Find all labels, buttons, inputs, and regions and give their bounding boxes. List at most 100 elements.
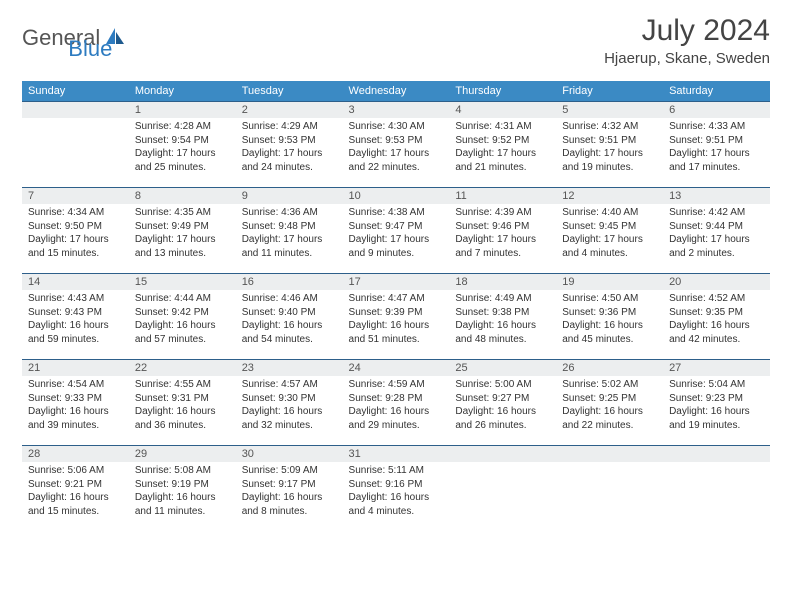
day-details: Sunrise: 4:29 AMSunset: 9:53 PMDaylight:… xyxy=(236,118,343,178)
header: General Blue July 2024 Hjaerup, Skane, S… xyxy=(22,14,770,67)
calendar-day-cell xyxy=(449,445,556,531)
calendar-day-cell: 14Sunrise: 4:43 AMSunset: 9:43 PMDayligh… xyxy=(22,273,129,359)
weekday-header: Wednesday xyxy=(343,81,450,101)
calendar-day-cell: 4Sunrise: 4:31 AMSunset: 9:52 PMDaylight… xyxy=(449,101,556,187)
logo-text-blue: Blue xyxy=(68,36,112,62)
day-details: Sunrise: 4:49 AMSunset: 9:38 PMDaylight:… xyxy=(449,290,556,350)
calendar-day-cell: 12Sunrise: 4:40 AMSunset: 9:45 PMDayligh… xyxy=(556,187,663,273)
weekday-header: Sunday xyxy=(22,81,129,101)
day-number: 21 xyxy=(22,359,129,376)
day-number: 3 xyxy=(343,101,450,118)
day-details: Sunrise: 4:32 AMSunset: 9:51 PMDaylight:… xyxy=(556,118,663,178)
weekday-header: Friday xyxy=(556,81,663,101)
calendar-day-cell: 8Sunrise: 4:35 AMSunset: 9:49 PMDaylight… xyxy=(129,187,236,273)
day-details: Sunrise: 5:09 AMSunset: 9:17 PMDaylight:… xyxy=(236,462,343,522)
calendar-day-cell: 7Sunrise: 4:34 AMSunset: 9:50 PMDaylight… xyxy=(22,187,129,273)
day-number: 28 xyxy=(22,445,129,462)
day-details: Sunrise: 4:35 AMSunset: 9:49 PMDaylight:… xyxy=(129,204,236,264)
calendar-week-row: 7Sunrise: 4:34 AMSunset: 9:50 PMDaylight… xyxy=(22,187,770,273)
day-details: Sunrise: 4:38 AMSunset: 9:47 PMDaylight:… xyxy=(343,204,450,264)
day-details: Sunrise: 5:11 AMSunset: 9:16 PMDaylight:… xyxy=(343,462,450,522)
calendar-day-cell xyxy=(22,101,129,187)
calendar-week-row: 21Sunrise: 4:54 AMSunset: 9:33 PMDayligh… xyxy=(22,359,770,445)
day-details: Sunrise: 4:40 AMSunset: 9:45 PMDaylight:… xyxy=(556,204,663,264)
day-details: Sunrise: 4:50 AMSunset: 9:36 PMDaylight:… xyxy=(556,290,663,350)
day-details xyxy=(22,118,129,124)
calendar-day-cell: 19Sunrise: 4:50 AMSunset: 9:36 PMDayligh… xyxy=(556,273,663,359)
calendar-week-row: 28Sunrise: 5:06 AMSunset: 9:21 PMDayligh… xyxy=(22,445,770,531)
calendar-day-cell xyxy=(663,445,770,531)
day-number: 13 xyxy=(663,187,770,204)
day-number: 17 xyxy=(343,273,450,290)
day-details: Sunrise: 4:30 AMSunset: 9:53 PMDaylight:… xyxy=(343,118,450,178)
calendar-day-cell: 3Sunrise: 4:30 AMSunset: 9:53 PMDaylight… xyxy=(343,101,450,187)
calendar-week-row: 14Sunrise: 4:43 AMSunset: 9:43 PMDayligh… xyxy=(22,273,770,359)
day-number: 1 xyxy=(129,101,236,118)
title-block: July 2024 Hjaerup, Skane, Sweden xyxy=(604,14,770,67)
calendar-day-cell: 27Sunrise: 5:04 AMSunset: 9:23 PMDayligh… xyxy=(663,359,770,445)
day-number: 31 xyxy=(343,445,450,462)
calendar-day-cell: 15Sunrise: 4:44 AMSunset: 9:42 PMDayligh… xyxy=(129,273,236,359)
calendar-day-cell: 29Sunrise: 5:08 AMSunset: 9:19 PMDayligh… xyxy=(129,445,236,531)
day-details: Sunrise: 4:44 AMSunset: 9:42 PMDaylight:… xyxy=(129,290,236,350)
calendar-day-cell: 25Sunrise: 5:00 AMSunset: 9:27 PMDayligh… xyxy=(449,359,556,445)
day-number: 29 xyxy=(129,445,236,462)
day-details: Sunrise: 4:59 AMSunset: 9:28 PMDaylight:… xyxy=(343,376,450,436)
day-number: 20 xyxy=(663,273,770,290)
day-details: Sunrise: 4:34 AMSunset: 9:50 PMDaylight:… xyxy=(22,204,129,264)
calendar-day-cell: 2Sunrise: 4:29 AMSunset: 9:53 PMDaylight… xyxy=(236,101,343,187)
day-details: Sunrise: 4:36 AMSunset: 9:48 PMDaylight:… xyxy=(236,204,343,264)
day-details: Sunrise: 4:43 AMSunset: 9:43 PMDaylight:… xyxy=(22,290,129,350)
calendar-day-cell: 18Sunrise: 4:49 AMSunset: 9:38 PMDayligh… xyxy=(449,273,556,359)
weekday-header: Saturday xyxy=(663,81,770,101)
location: Hjaerup, Skane, Sweden xyxy=(604,50,770,67)
weekday-header: Tuesday xyxy=(236,81,343,101)
day-number: 11 xyxy=(449,187,556,204)
calendar-day-cell: 30Sunrise: 5:09 AMSunset: 9:17 PMDayligh… xyxy=(236,445,343,531)
day-details: Sunrise: 5:00 AMSunset: 9:27 PMDaylight:… xyxy=(449,376,556,436)
calendar-day-cell: 21Sunrise: 4:54 AMSunset: 9:33 PMDayligh… xyxy=(22,359,129,445)
day-number: 9 xyxy=(236,187,343,204)
day-number: 14 xyxy=(22,273,129,290)
day-number xyxy=(449,445,556,462)
day-details: Sunrise: 4:31 AMSunset: 9:52 PMDaylight:… xyxy=(449,118,556,178)
calendar-day-cell: 16Sunrise: 4:46 AMSunset: 9:40 PMDayligh… xyxy=(236,273,343,359)
day-details: Sunrise: 4:57 AMSunset: 9:30 PMDaylight:… xyxy=(236,376,343,436)
day-details: Sunrise: 5:08 AMSunset: 9:19 PMDaylight:… xyxy=(129,462,236,522)
calendar-day-cell: 23Sunrise: 4:57 AMSunset: 9:30 PMDayligh… xyxy=(236,359,343,445)
calendar-day-cell: 17Sunrise: 4:47 AMSunset: 9:39 PMDayligh… xyxy=(343,273,450,359)
weekday-header-row: Sunday Monday Tuesday Wednesday Thursday… xyxy=(22,81,770,101)
day-details: Sunrise: 4:47 AMSunset: 9:39 PMDaylight:… xyxy=(343,290,450,350)
day-details: Sunrise: 4:28 AMSunset: 9:54 PMDaylight:… xyxy=(129,118,236,178)
day-details: Sunrise: 4:33 AMSunset: 9:51 PMDaylight:… xyxy=(663,118,770,178)
day-number: 12 xyxy=(556,187,663,204)
calendar-day-cell: 24Sunrise: 4:59 AMSunset: 9:28 PMDayligh… xyxy=(343,359,450,445)
day-details: Sunrise: 4:54 AMSunset: 9:33 PMDaylight:… xyxy=(22,376,129,436)
day-number: 23 xyxy=(236,359,343,376)
day-details: Sunrise: 5:06 AMSunset: 9:21 PMDaylight:… xyxy=(22,462,129,522)
day-number: 25 xyxy=(449,359,556,376)
month-title: July 2024 xyxy=(604,14,770,48)
calendar-day-cell: 31Sunrise: 5:11 AMSunset: 9:16 PMDayligh… xyxy=(343,445,450,531)
day-number: 22 xyxy=(129,359,236,376)
calendar-week-row: 1Sunrise: 4:28 AMSunset: 9:54 PMDaylight… xyxy=(22,101,770,187)
day-details: Sunrise: 4:55 AMSunset: 9:31 PMDaylight:… xyxy=(129,376,236,436)
day-details: Sunrise: 4:39 AMSunset: 9:46 PMDaylight:… xyxy=(449,204,556,264)
day-number xyxy=(663,445,770,462)
day-number: 27 xyxy=(663,359,770,376)
day-details: Sunrise: 5:02 AMSunset: 9:25 PMDaylight:… xyxy=(556,376,663,436)
calendar-day-cell: 22Sunrise: 4:55 AMSunset: 9:31 PMDayligh… xyxy=(129,359,236,445)
day-details xyxy=(663,462,770,468)
calendar-table: Sunday Monday Tuesday Wednesday Thursday… xyxy=(22,81,770,531)
day-number: 19 xyxy=(556,273,663,290)
calendar-day-cell: 26Sunrise: 5:02 AMSunset: 9:25 PMDayligh… xyxy=(556,359,663,445)
day-details xyxy=(556,462,663,468)
day-details: Sunrise: 4:46 AMSunset: 9:40 PMDaylight:… xyxy=(236,290,343,350)
weekday-header: Thursday xyxy=(449,81,556,101)
day-number xyxy=(556,445,663,462)
day-details: Sunrise: 4:42 AMSunset: 9:44 PMDaylight:… xyxy=(663,204,770,264)
day-number: 26 xyxy=(556,359,663,376)
day-number: 24 xyxy=(343,359,450,376)
logo: General Blue xyxy=(22,14,112,62)
day-number: 30 xyxy=(236,445,343,462)
